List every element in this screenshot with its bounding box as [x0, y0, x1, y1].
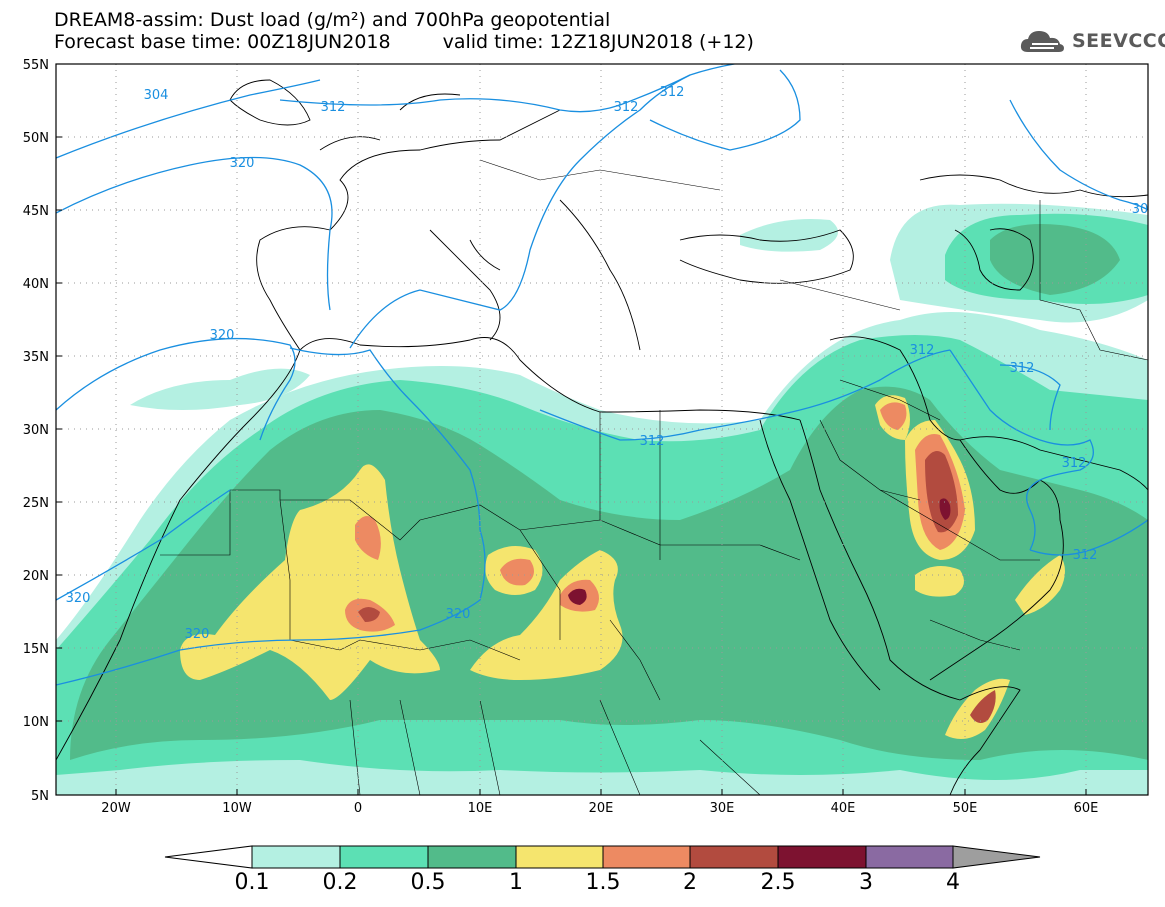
map-subtitle: Forecast base time: 00Z18JUN2018 valid ti… — [54, 32, 754, 52]
map-title: DREAM8-assim: Dust load (g/m²) and 700hP… — [54, 9, 611, 31]
colorbar-label: 2.5 — [760, 870, 796, 895]
contour-label: 320 — [446, 607, 471, 622]
country-borders — [160, 159, 1148, 795]
colorbar-high-extension — [952, 845, 1041, 869]
colorbar-label: 0.1 — [234, 870, 270, 895]
contour-label: 312 — [910, 343, 935, 358]
colorbar-label: 2 — [683, 870, 697, 895]
lat-label: 20N — [23, 569, 49, 584]
colorbar-swatch — [602, 845, 691, 869]
colorbar-swatch — [777, 845, 867, 869]
colorbar-label: 3 — [859, 870, 873, 895]
colorbar-label: 0.5 — [410, 870, 446, 895]
lat-label: 35N — [23, 350, 49, 365]
graticule — [56, 64, 1148, 795]
dust-band-orange-iraq — [880, 402, 907, 430]
contour-label: 30 — [1132, 202, 1149, 217]
dust-band-dark-green-caspian — [990, 224, 1120, 295]
dust-band-darkred-niger — [358, 607, 380, 622]
coastlines — [56, 79, 1148, 795]
valid-time: valid time: 12Z18JUN2018 (+12) — [442, 31, 754, 53]
logo-text: SEEVCCC — [1072, 30, 1165, 52]
lon-label: 40E — [831, 801, 856, 816]
lon-label: 20W — [101, 801, 131, 816]
dust-band-yellow-arabia-south — [915, 566, 964, 597]
cloud-icon — [1020, 31, 1064, 52]
lat-label: 10N — [23, 715, 49, 730]
lat-label: 45N — [23, 204, 49, 219]
longitude-labels: 20W 10W 0 10E 20E 30E 40E 50E 60E — [101, 801, 1098, 816]
lat-label: 40N — [23, 277, 49, 292]
colorbar-swatch — [427, 845, 517, 869]
lon-label: 20E — [589, 801, 614, 816]
lon-label: 0 — [354, 801, 362, 816]
geopotential-contours — [56, 64, 1148, 686]
lon-label: 50E — [953, 801, 978, 816]
colorbar-label: 4 — [946, 870, 960, 895]
contour-label: 304 — [144, 88, 169, 103]
lon-label: 10W — [222, 801, 252, 816]
colorbar-swatch — [251, 845, 341, 869]
lat-label: 25N — [23, 496, 49, 511]
contour-label: 320 — [66, 591, 91, 606]
lon-label: 30E — [710, 801, 735, 816]
colorbar-swatch — [689, 845, 779, 869]
lat-label: 15N — [23, 642, 49, 657]
contour-label: 320 — [210, 328, 235, 343]
axis-ticks — [56, 63, 1087, 796]
contour-label: 320 — [185, 627, 210, 642]
lat-label: 50N — [23, 131, 49, 146]
dust-band-light-morocco — [130, 368, 310, 410]
colorbar-swatch — [339, 845, 429, 869]
contour-label: 312 — [1010, 361, 1035, 376]
latitude-labels: 55N 50N 45N 40N 35N 30N 25N 20N 15N 10N … — [23, 58, 49, 804]
lat-label: 55N — [23, 58, 49, 73]
contour-label: 312 — [640, 434, 665, 449]
contour-labels: 304 312 312 312 320 320 320 320 320 312 … — [66, 85, 1149, 642]
dust-band-orange-chad — [500, 558, 534, 586]
lat-label: 30N — [23, 423, 49, 438]
dust-band-yellow-oman — [1015, 555, 1065, 615]
dust-band-light-black-sea — [740, 219, 838, 252]
colorbar-label: 1 — [509, 870, 523, 895]
colorbar-swatch — [865, 845, 954, 869]
seevccc-logo: SEEVCCC — [1018, 26, 1165, 56]
dust-band-darkred-somalia — [970, 690, 996, 724]
colorbar-label: 1.5 — [585, 870, 621, 895]
contour-label: 312 — [614, 100, 639, 115]
dust-band-maroon-arabia — [939, 498, 951, 520]
colorbar — [164, 845, 1041, 869]
lon-label: 60E — [1074, 801, 1099, 816]
contour-label: 312 — [1062, 456, 1087, 471]
forecast-base-time: Forecast base time: 00Z18JUN2018 — [54, 31, 391, 53]
lat-label: 5N — [31, 789, 49, 804]
colorbar-label: 0.2 — [322, 870, 358, 895]
dust-band-orange-algeria — [355, 516, 381, 560]
contour-label: 312 — [321, 100, 346, 115]
contour-label: 320 — [230, 156, 255, 171]
contour-label: 312 — [660, 85, 685, 100]
contour-label: 312 — [1073, 548, 1098, 563]
colorbar-low-extension — [164, 845, 253, 869]
colorbar-swatch — [515, 845, 604, 869]
lon-label: 10E — [468, 801, 493, 816]
dust-fields: 304 312 312 312 320 320 320 320 320 312 … — [56, 64, 1149, 795]
dust-band-maroon-chad — [568, 588, 587, 605]
